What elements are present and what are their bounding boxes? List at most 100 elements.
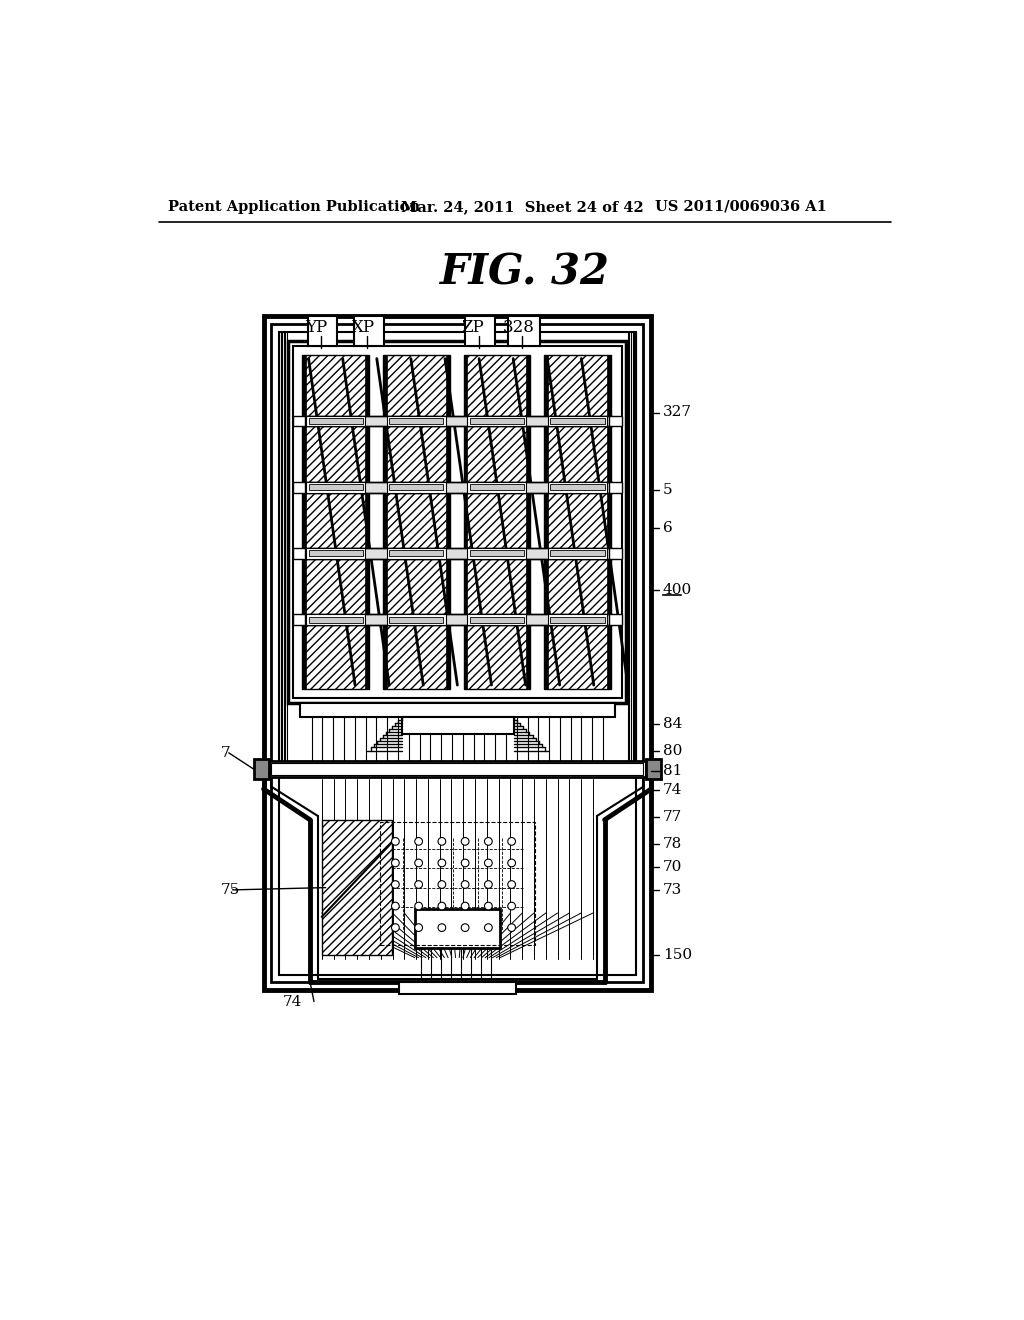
Bar [401,717,514,734]
Circle shape [508,903,515,909]
Text: 6: 6 [663,521,673,535]
Circle shape [461,880,469,888]
Bar [308,418,362,424]
Circle shape [391,837,399,845]
Bar [293,346,622,698]
Bar [306,416,366,426]
Bar [302,355,369,689]
Text: 84: 84 [663,717,682,731]
Bar [271,323,643,982]
Bar [308,484,362,490]
Circle shape [438,859,445,867]
Bar [269,760,646,777]
Bar [467,548,526,558]
Bar [548,548,607,558]
Bar [609,416,622,426]
Bar [306,482,366,492]
Bar [465,317,495,346]
Bar [302,355,306,689]
Text: XP: XP [352,319,375,337]
Text: FIG. 32: FIG. 32 [439,251,610,293]
Bar [293,482,305,492]
Bar [280,331,636,974]
Bar [308,550,362,557]
Bar [609,548,622,558]
Bar [550,418,604,424]
Bar [550,616,604,623]
Bar [508,317,541,346]
Bar [306,614,366,626]
Circle shape [415,924,423,932]
Bar [322,820,391,956]
Bar [389,484,443,490]
Text: US 2011/0069036 A1: US 2011/0069036 A1 [655,199,826,214]
Circle shape [415,880,423,888]
Text: 75: 75 [221,883,241,896]
Bar [302,614,612,626]
Bar [293,614,305,626]
Text: ZP: ZP [461,319,484,337]
Bar [415,909,500,948]
Bar [544,355,611,689]
Text: 70: 70 [663,859,682,874]
Circle shape [438,880,445,888]
Bar [389,616,443,623]
Bar [383,355,387,689]
Bar [544,355,548,689]
Text: 400: 400 [663,582,692,597]
Bar [467,416,526,426]
Bar [302,614,612,626]
Circle shape [415,859,423,867]
Bar [263,317,651,990]
Text: YP: YP [305,319,328,337]
Text: 74: 74 [663,783,682,797]
Bar [254,759,269,779]
Circle shape [391,924,399,932]
Circle shape [508,924,515,932]
Text: 5: 5 [663,483,673,496]
Text: 327: 327 [663,405,692,420]
Bar [387,416,445,426]
Bar [550,484,604,490]
Bar [308,616,362,623]
Bar [445,355,450,689]
Circle shape [391,903,399,909]
Bar [470,484,524,490]
Circle shape [461,859,469,867]
Bar [389,418,443,424]
Text: 328: 328 [503,319,535,337]
Text: 78: 78 [663,837,682,850]
Bar [548,482,607,492]
Bar [387,614,445,626]
Bar [302,548,612,558]
Circle shape [484,837,493,845]
Bar [609,614,622,626]
Bar [548,416,607,426]
Text: 7: 7 [221,746,230,760]
Circle shape [438,903,445,909]
Circle shape [415,837,423,845]
Bar [399,982,515,994]
Text: 81: 81 [663,763,682,777]
Bar [302,482,612,492]
Text: 74: 74 [283,994,302,1008]
Circle shape [484,903,493,909]
Circle shape [508,880,515,888]
Bar [387,548,445,558]
Bar [646,759,662,779]
Circle shape [508,859,515,867]
Bar [387,482,445,492]
Circle shape [461,903,469,909]
Bar [607,355,611,689]
Bar [308,317,337,346]
Bar [609,482,622,492]
Bar [467,482,526,492]
Circle shape [438,924,445,932]
Bar [383,355,450,689]
Circle shape [461,924,469,932]
Bar [302,482,612,492]
Bar [470,418,524,424]
Circle shape [391,859,399,867]
Bar [389,550,443,557]
Circle shape [461,837,469,845]
